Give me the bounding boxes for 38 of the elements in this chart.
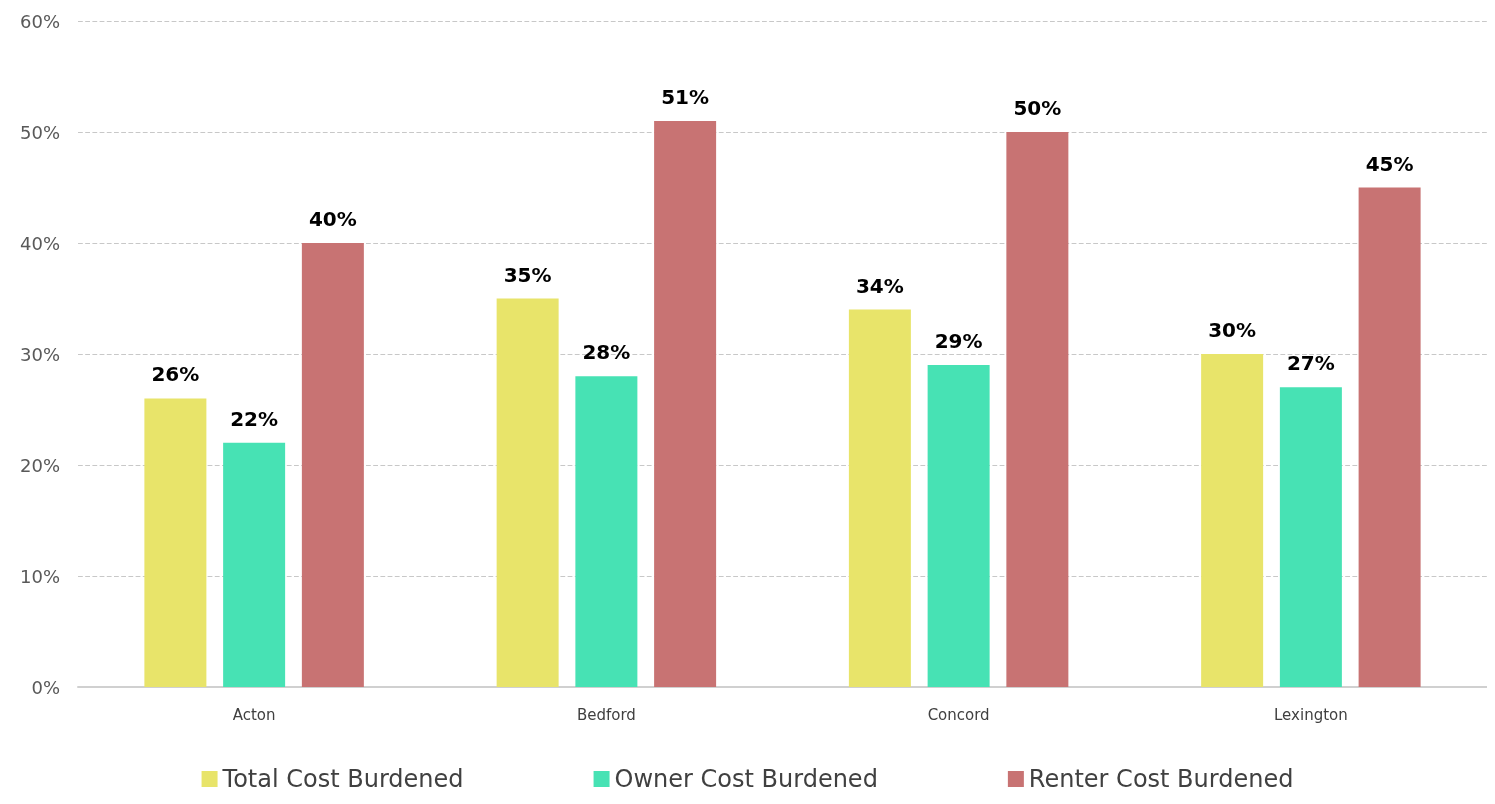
data-label: 28% xyxy=(582,340,631,365)
y-tick-label: 0% xyxy=(31,676,60,698)
data-label: 35% xyxy=(503,262,552,287)
y-tick-label: 50% xyxy=(19,121,60,143)
data-label: 51% xyxy=(661,84,710,109)
y-tick-label: 60% xyxy=(19,10,60,32)
bar xyxy=(496,298,559,687)
y-tick-label: 10% xyxy=(19,565,60,587)
bar xyxy=(144,398,207,687)
x-tick-label: Acton xyxy=(232,705,276,724)
bar xyxy=(223,442,286,687)
bar xyxy=(1279,387,1342,687)
x-tick-label: Bedford xyxy=(576,705,636,724)
data-label: 26% xyxy=(151,362,200,387)
y-tick-label: 40% xyxy=(19,232,60,254)
y-tick-label: 20% xyxy=(19,454,60,476)
data-label: 30% xyxy=(1208,318,1257,342)
data-label: 45% xyxy=(1365,151,1414,176)
data-label: 22% xyxy=(230,406,279,431)
data-label: 40% xyxy=(308,207,357,231)
bar xyxy=(927,365,990,687)
data-label: 27% xyxy=(1286,351,1335,376)
x-tick-label: Lexington xyxy=(1274,705,1348,724)
legend-label: Total Cost Burdened xyxy=(221,765,464,793)
data-label: 50% xyxy=(1013,96,1062,120)
bar xyxy=(1006,132,1069,687)
bar xyxy=(848,309,911,687)
legend-label: Owner Cost Burdened xyxy=(614,765,878,793)
bar xyxy=(575,376,638,687)
data-label: 34% xyxy=(855,273,904,298)
bar xyxy=(1358,187,1421,687)
x-tick-label: Concord xyxy=(927,705,990,724)
legend-label: Renter Cost Burdened xyxy=(1028,765,1294,793)
bar xyxy=(301,243,364,687)
y-tick-label: 30% xyxy=(19,343,60,365)
data-label: 29% xyxy=(934,329,983,354)
bar xyxy=(654,120,717,687)
bar xyxy=(1201,354,1264,687)
